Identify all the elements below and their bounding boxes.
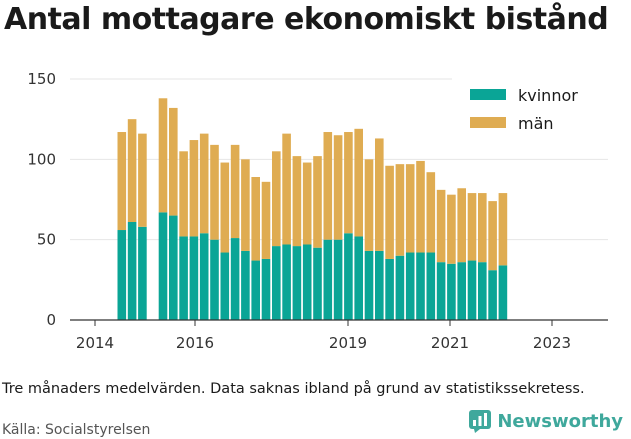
- bar-kvinnor: [385, 258, 394, 320]
- bars: [117, 98, 508, 320]
- bar-man: [457, 188, 466, 263]
- bar-man: [199, 133, 209, 234]
- bar-kvinnor: [189, 236, 199, 320]
- bar-man: [385, 165, 394, 259]
- bar-kvinnor: [251, 260, 260, 320]
- bar-man: [272, 151, 281, 247]
- bar-kvinnor: [282, 244, 291, 320]
- bar-man: [354, 128, 363, 237]
- bar-man: [127, 119, 137, 222]
- bar-kvinnor: [158, 212, 168, 320]
- bar-man: [478, 193, 487, 263]
- bar-man: [344, 132, 353, 234]
- bar-kvinnor: [447, 263, 456, 320]
- bar-kvinnor: [364, 250, 374, 320]
- bar-kvinnor: [169, 215, 178, 320]
- bar-kvinnor: [333, 239, 343, 320]
- bar-kvinnor: [210, 239, 219, 320]
- bar-man: [436, 189, 446, 263]
- bar-man: [158, 98, 168, 213]
- stacked-bar-chart: 0 50 100 150 2014 2016 2019 2021 2023 kvinnor m…: [27, 70, 610, 352]
- y-tick-label: 150: [27, 70, 56, 88]
- bar-man: [282, 133, 291, 245]
- bar-man: [416, 160, 425, 253]
- bar-man: [447, 194, 456, 264]
- x-tick-label: 2019: [329, 334, 367, 352]
- bar-man: [364, 159, 374, 251]
- x-tick-label: 2016: [176, 334, 214, 352]
- bar-man: [302, 162, 312, 245]
- legend-swatch-kvinnor: [470, 89, 506, 100]
- bar-man: [241, 159, 250, 251]
- source-credit: Källa: Socialstyrelsen: [2, 422, 151, 438]
- bar-kvinnor: [127, 221, 137, 320]
- bar-kvinnor: [272, 246, 281, 320]
- bar-man: [261, 181, 271, 259]
- bar-kvinnor: [467, 260, 477, 320]
- bar-kvinnor: [488, 270, 497, 320]
- bar-kvinnor: [405, 252, 415, 320]
- bar-man: [189, 140, 199, 237]
- newsworthy-label: Newsworthy: [497, 410, 623, 432]
- bar-man: [333, 135, 343, 240]
- bar-man: [210, 144, 219, 240]
- bar-kvinnor: [375, 250, 384, 320]
- y-tick-label: 0: [46, 311, 56, 329]
- bar-kvinnor: [138, 226, 147, 320]
- legend-label-kvinnor: kvinnor: [518, 86, 578, 105]
- bar-kvinnor: [302, 244, 312, 320]
- y-tick-label: 50: [37, 231, 56, 249]
- bar-man: [117, 132, 127, 231]
- bar-kvinnor: [478, 262, 487, 320]
- bar-kvinnor: [344, 233, 353, 320]
- bar-man: [467, 193, 477, 261]
- newsworthy-logo-icon: [469, 410, 492, 433]
- bar-man: [179, 151, 188, 237]
- chart-note: Tre månaders medelvärden. Data saknas ib…: [2, 381, 585, 397]
- bar-kvinnor: [416, 252, 425, 320]
- bar-kvinnor: [241, 250, 250, 320]
- bar-man: [405, 164, 415, 253]
- bar-kvinnor: [457, 262, 466, 320]
- bar-man: [169, 107, 178, 216]
- bar-man: [323, 132, 333, 240]
- bar-kvinnor: [313, 247, 322, 320]
- bar-kvinnor: [230, 238, 240, 320]
- bar-man: [230, 144, 240, 239]
- x-tick-label: 2021: [431, 334, 469, 352]
- bar-kvinnor: [117, 230, 127, 320]
- y-tick-label: 100: [27, 150, 56, 168]
- x-axis-ticks: 2014 2016 2019 2021 2023: [76, 320, 571, 352]
- bar-man: [498, 193, 508, 266]
- bar-kvinnor: [220, 252, 230, 320]
- bar-kvinnor: [354, 236, 363, 320]
- x-tick-label: 2014: [76, 334, 114, 352]
- legend-swatch-man: [470, 117, 506, 128]
- bar-man: [426, 172, 436, 253]
- bar-kvinnor: [395, 255, 405, 320]
- bar-man: [292, 156, 302, 247]
- bar-man: [488, 201, 497, 271]
- bar-kvinnor: [323, 239, 333, 320]
- newsworthy-brand[interactable]: Newsworthy: [468, 409, 623, 433]
- bar-kvinnor: [179, 236, 188, 320]
- bar-kvinnor: [498, 265, 508, 320]
- bar-kvinnor: [436, 262, 446, 320]
- bar-kvinnor: [261, 258, 271, 320]
- bar-man: [251, 177, 260, 261]
- chart-title: Antal mottagare ekonomiskt bistånd: [4, 2, 609, 37]
- legend: kvinnor män: [452, 76, 610, 140]
- bar-man: [395, 164, 405, 256]
- bar-man: [375, 138, 384, 251]
- bar-kvinnor: [292, 246, 302, 320]
- bar-man: [313, 156, 322, 248]
- bar-kvinnor: [426, 252, 436, 320]
- x-tick-label: 2023: [533, 334, 571, 352]
- bar-man: [138, 133, 147, 227]
- y-axis-ticks: 0 50 100 150: [27, 70, 56, 329]
- legend-label-man: män: [518, 114, 554, 133]
- bar-man: [220, 162, 230, 253]
- bar-kvinnor: [199, 233, 209, 320]
